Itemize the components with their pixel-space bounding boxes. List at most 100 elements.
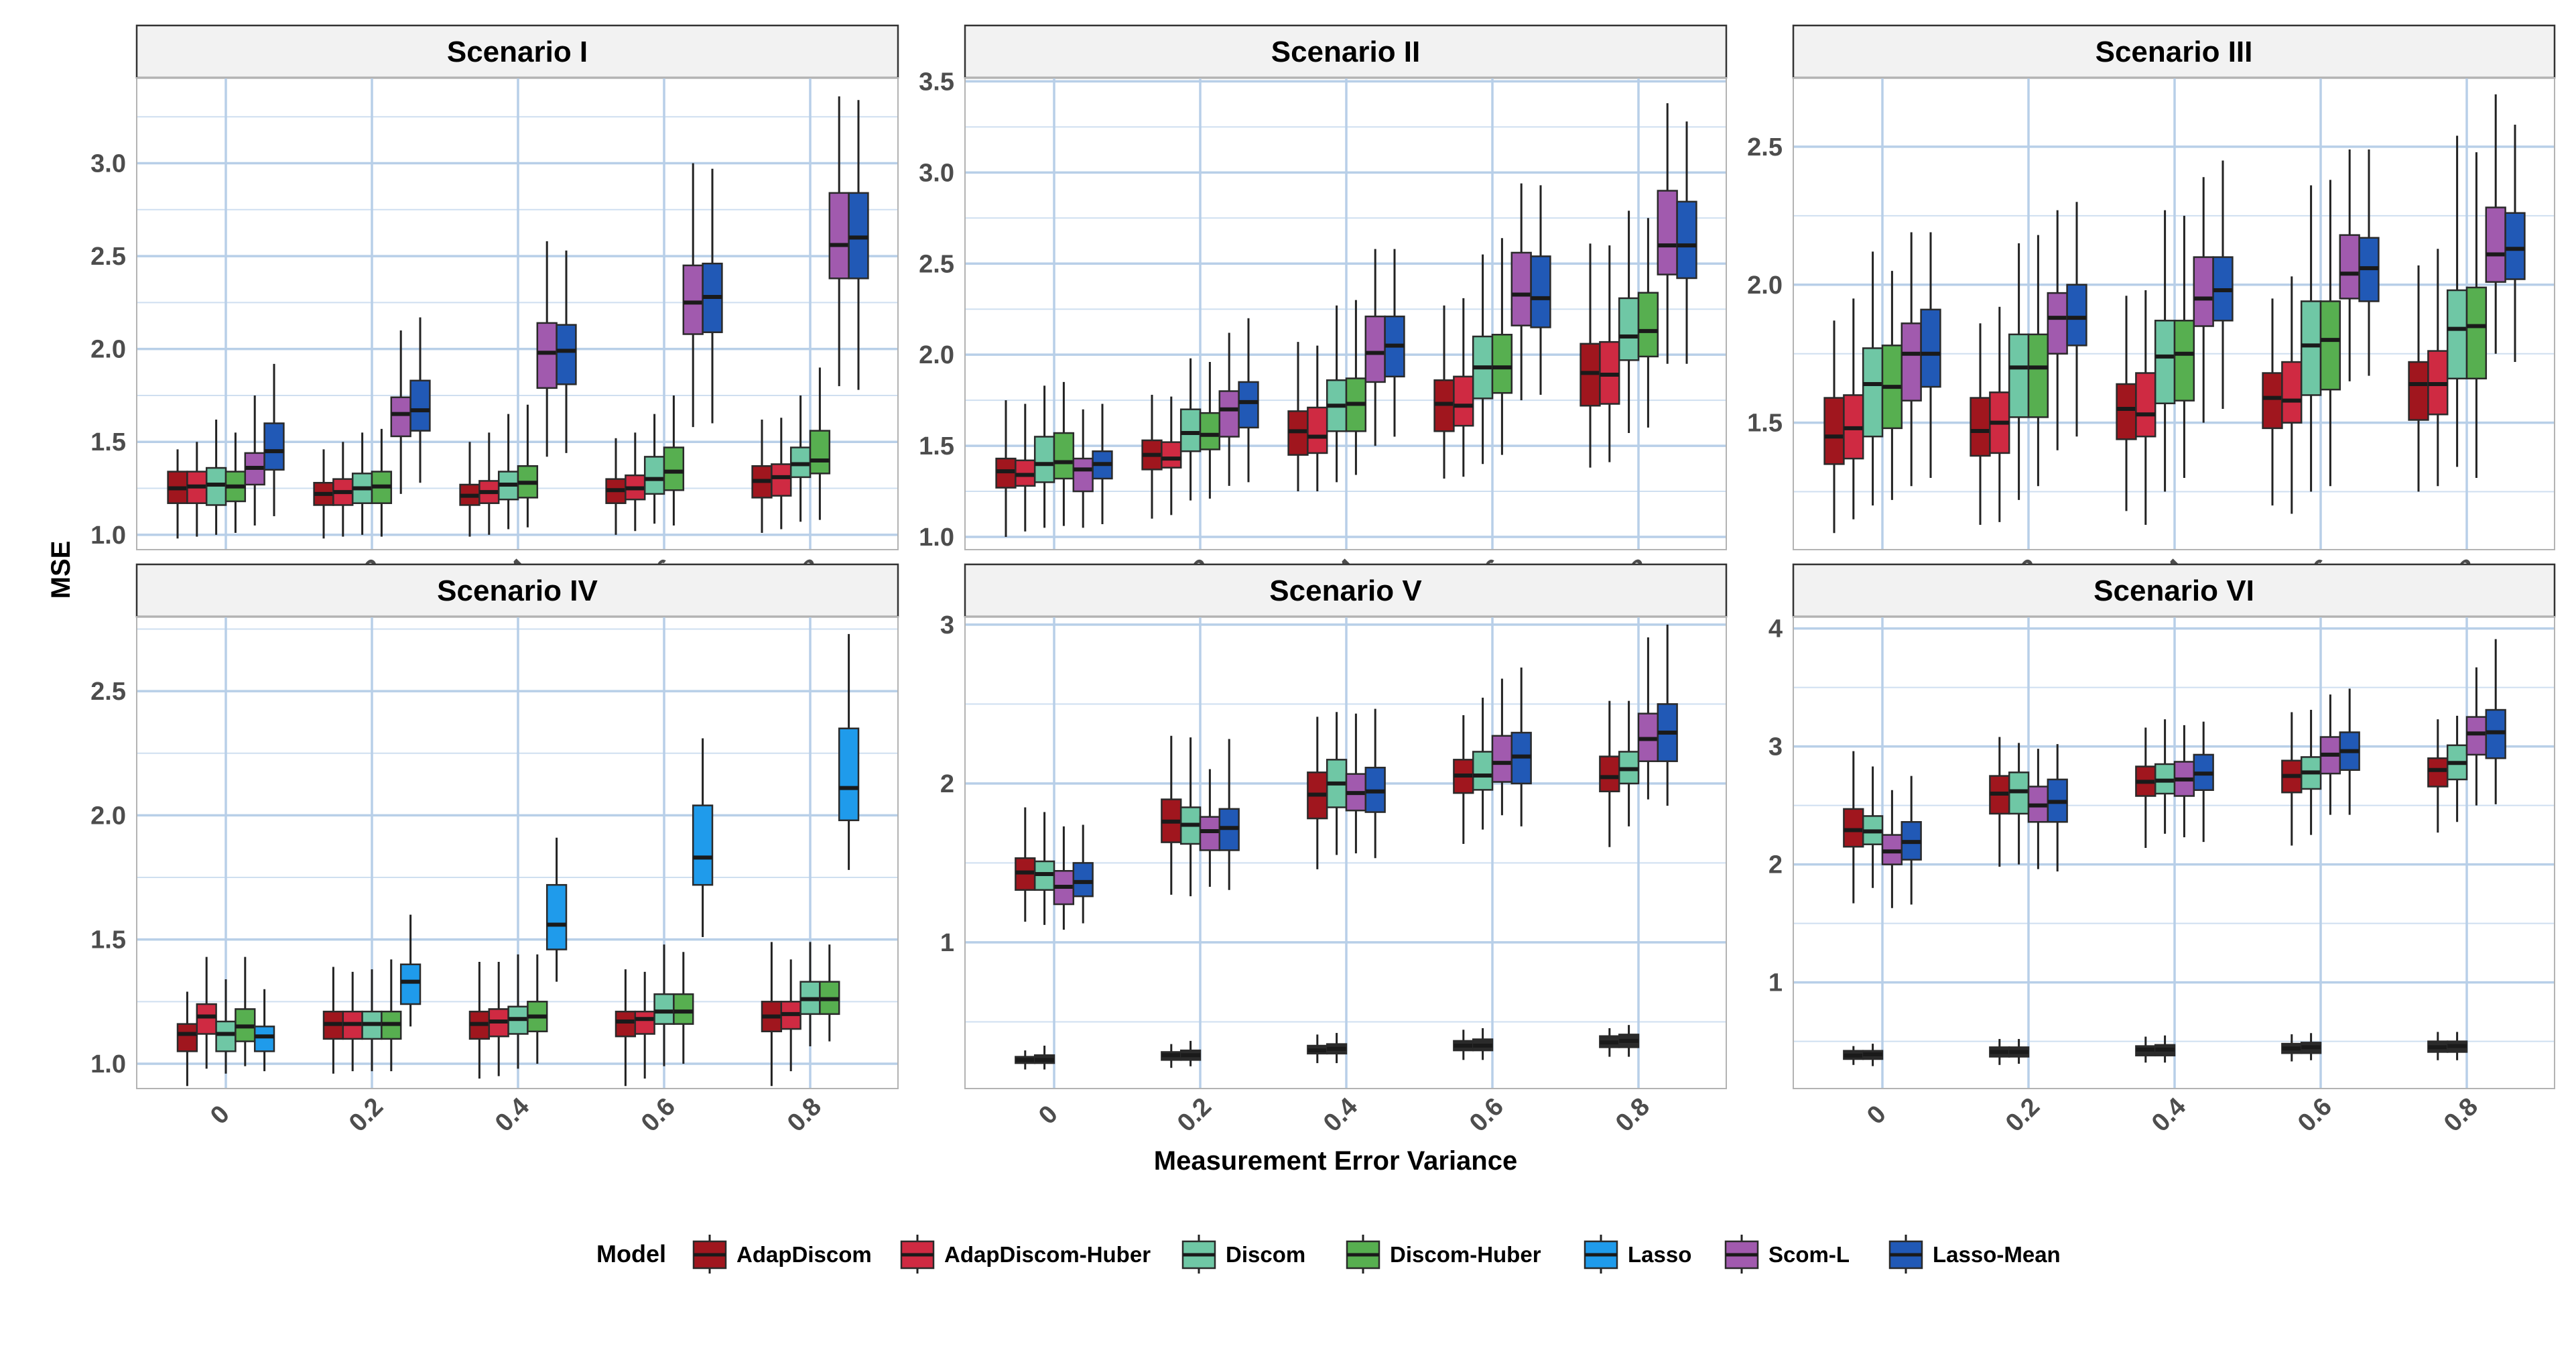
y-tick-label: 3.5 <box>919 68 954 96</box>
box-lasso-mean <box>2485 639 2506 804</box>
box-lasso-mean <box>2193 721 2214 843</box>
box-body <box>253 1026 275 1052</box>
box-adapdiscom <box>995 400 1017 537</box>
box-lasso <box>253 989 275 1072</box>
box-lasso-mean <box>848 100 869 390</box>
box-adapdiscom <box>2116 296 2137 511</box>
box-low-outcome <box>1033 1046 1055 1070</box>
y-tick-label: 2.5 <box>90 243 126 271</box>
box-lasso-mean <box>1218 739 1240 890</box>
box-body <box>2008 333 2030 418</box>
box-lasso-mean <box>1364 708 1386 859</box>
y-tick-label: 2.5 <box>1747 133 1783 162</box>
box-discom-huber <box>224 432 247 534</box>
panel-strip <box>1792 563 2556 618</box>
box-body <box>2300 300 2322 396</box>
box-adapdiscom <box>468 962 491 1079</box>
x-tick-label: 0.2 <box>344 1093 389 1137</box>
box-lasso-mean <box>1530 185 1551 395</box>
y-tick-label: 1.5 <box>90 428 126 456</box>
box-low-outcome <box>1862 1044 1884 1066</box>
box-low-outcome <box>1472 1028 1494 1060</box>
box-adapdiscom-huber <box>1989 306 2010 522</box>
panel-border <box>136 616 899 1089</box>
box-body <box>1307 406 1328 454</box>
box-low-outcome <box>1989 1039 2010 1065</box>
box-lasso-mean <box>2212 160 2234 410</box>
panel-scenario-i: Scenario I1.01.52.02.53.000.20.40.60.8 <box>90 24 899 599</box>
box-discom <box>1862 766 1884 888</box>
box-discom <box>2154 719 2176 834</box>
box-body <box>2465 286 2488 379</box>
x-tick-label: 0.4 <box>2146 1093 2191 1137</box>
x-tick-label: 0.4 <box>1318 1093 1363 1137</box>
box-low-outcome <box>1453 1030 1474 1060</box>
box-discom-huber <box>1053 381 1075 526</box>
x-tick-label: 0 <box>1033 1100 1064 1130</box>
box-body <box>1599 755 1620 792</box>
box-low-outcome <box>1618 1025 1640 1057</box>
box-discom-huber <box>1881 271 1903 500</box>
panel-scenario-ii: Scenario II1.01.52.02.53.03.500.20.40.60… <box>919 24 1728 599</box>
box-body <box>1618 297 1640 361</box>
box-scom-l <box>1218 332 1240 486</box>
box-adapdiscom-huber <box>1161 396 1182 515</box>
box-body <box>215 1020 237 1052</box>
x-tick-label: 0.8 <box>2439 1093 2484 1137</box>
box-low-outcome <box>2135 1036 2156 1063</box>
box-body <box>2047 292 2068 355</box>
box-low-outcome <box>1015 1050 1036 1070</box>
box-lasso-mean <box>1092 404 1113 524</box>
legend-label: AdapDiscom <box>736 1242 872 1267</box>
box-low-outcome <box>2300 1033 2322 1060</box>
box-adapdiscom-huber <box>780 959 801 1072</box>
x-tick-label: 0 <box>1862 1100 1892 1130</box>
box-body <box>176 1023 198 1052</box>
box-body <box>1453 375 1474 427</box>
box-adapdiscom <box>1433 305 1455 479</box>
x-tick-label: 0.2 <box>1172 1093 1217 1137</box>
box-body <box>2262 372 2283 430</box>
box-adapdiscom-huber <box>1843 298 1864 519</box>
box-adapdiscom <box>2408 265 2429 492</box>
y-tick-label: 1 <box>940 929 954 957</box>
y-tick-label: 1.5 <box>90 926 126 954</box>
box-discom <box>361 969 383 1072</box>
box-lasso <box>692 738 714 937</box>
box-low-outcome <box>1326 1033 1348 1064</box>
box-scom-l <box>2027 749 2049 869</box>
box-scom-l <box>536 241 558 457</box>
box-lasso-mean <box>1072 824 1094 924</box>
box-adapdiscom-huber <box>332 442 354 537</box>
box-scom-l <box>1345 713 1367 854</box>
box-scom-l <box>1881 790 1903 908</box>
y-tick-label: 2.5 <box>919 250 954 278</box>
box-lasso-mean <box>702 168 723 424</box>
box-adapdiscom-huber <box>488 962 509 1076</box>
box-lasso-mean <box>2339 688 2360 815</box>
box-adapdiscom-huber <box>1453 298 1474 477</box>
panel-strip <box>964 563 1728 618</box>
y-tick-label: 1.5 <box>1747 410 1783 438</box>
box-scom-l <box>1053 826 1075 930</box>
box-adapdiscom <box>313 449 334 539</box>
x-tick-label: 0.6 <box>1464 1093 1509 1137</box>
box-scom-l <box>1657 103 1678 364</box>
box-body <box>2427 757 2449 788</box>
box-lasso-mean <box>1657 624 1678 806</box>
box-adapdiscom <box>459 442 480 537</box>
box-adapdiscom-huber <box>1307 345 1328 492</box>
box-adapdiscom-huber <box>196 956 217 1069</box>
legend: Model AdapDiscom AdapDiscom-Huber Discom Di… <box>596 1235 2061 1274</box>
legend-label: Discom <box>1226 1242 1305 1267</box>
box-body <box>2446 289 2468 379</box>
box-adapdiscom-huber <box>2281 276 2303 514</box>
box-low-outcome <box>2154 1035 2176 1063</box>
box-discom <box>1472 697 1494 830</box>
box-discom <box>1179 358 1202 501</box>
box-discom-huber <box>819 944 840 1042</box>
panel-border <box>964 77 1727 550</box>
box-body <box>2339 234 2360 300</box>
